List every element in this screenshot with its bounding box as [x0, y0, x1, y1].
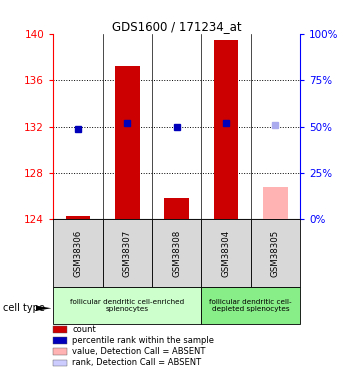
Text: rank, Detection Call = ABSENT: rank, Detection Call = ABSENT: [72, 358, 201, 368]
Text: GSM38307: GSM38307: [123, 230, 132, 277]
Bar: [214, 39, 238, 219]
Text: follicular dendritic cell-enriched
splenocytes: follicular dendritic cell-enriched splen…: [70, 299, 185, 312]
Bar: [201, 287, 300, 324]
Bar: [152, 219, 201, 287]
Text: GSM38304: GSM38304: [222, 230, 230, 277]
Bar: [103, 219, 152, 287]
Bar: [53, 219, 103, 287]
Bar: [115, 66, 140, 219]
Polygon shape: [36, 306, 51, 311]
Bar: [53, 287, 201, 324]
Text: count: count: [72, 325, 96, 334]
Bar: [201, 219, 251, 287]
Text: cell type: cell type: [3, 303, 45, 313]
Text: follicular dendritic cell-
depleted splenocytes: follicular dendritic cell- depleted sple…: [210, 299, 292, 312]
Bar: [66, 216, 90, 219]
Title: GDS1600 / 171234_at: GDS1600 / 171234_at: [112, 20, 241, 33]
Text: GSM38308: GSM38308: [172, 230, 181, 277]
Text: value, Detection Call = ABSENT: value, Detection Call = ABSENT: [72, 347, 205, 356]
Text: GSM38305: GSM38305: [271, 230, 280, 277]
Text: percentile rank within the sample: percentile rank within the sample: [72, 336, 214, 345]
Bar: [164, 198, 189, 219]
Bar: [251, 219, 300, 287]
Text: GSM38306: GSM38306: [73, 230, 82, 277]
Bar: [263, 187, 288, 219]
